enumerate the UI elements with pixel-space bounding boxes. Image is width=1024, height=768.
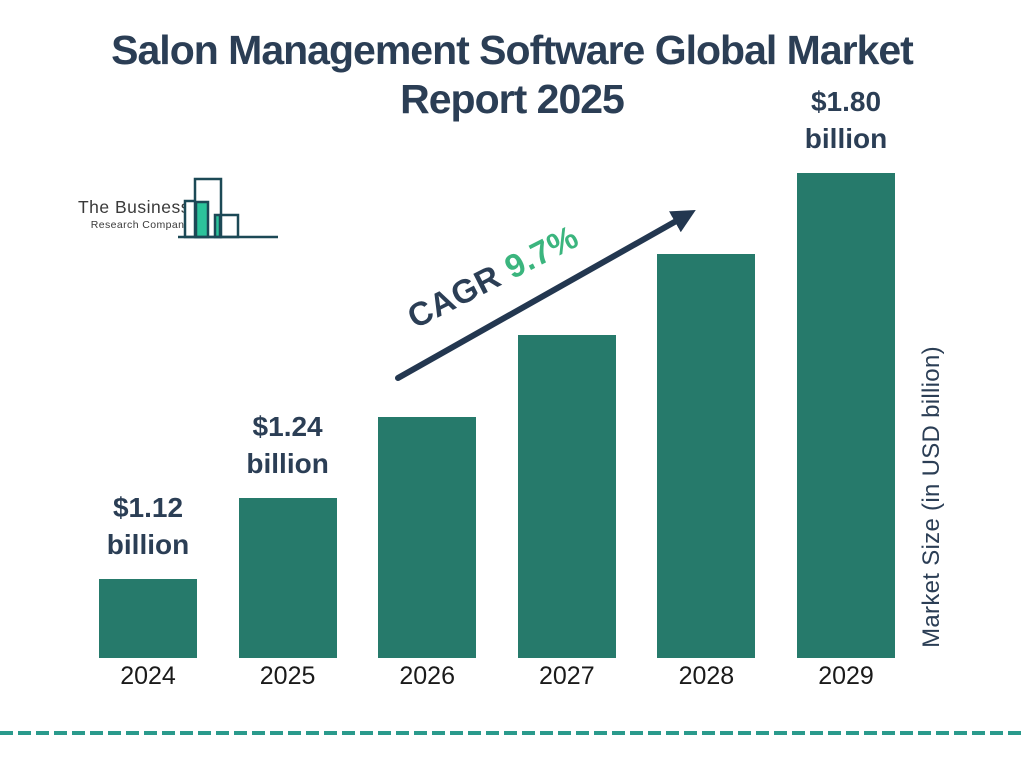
value-label-2024: $1.12 billion (58, 489, 238, 563)
year-label-2025: 2025 (259, 662, 316, 690)
year-label-2027: 2027 (538, 662, 595, 690)
y-axis-label: Market Size (in USD billion) (918, 346, 945, 648)
year-label-2024: 2024 (120, 662, 176, 690)
bar-2029 (797, 173, 895, 658)
year-label-2028: 2028 (678, 662, 735, 690)
value-label-amount: $1.12 (112, 492, 184, 523)
year-label-2026: 2026 (399, 662, 455, 690)
bar-2027 (517, 335, 616, 658)
bar-2028 (657, 254, 756, 658)
company-logo: The Business Research Company (68, 173, 283, 245)
value-label-unit: billion (246, 448, 329, 479)
value-label-amount: $1.24 (252, 411, 323, 442)
company-logo-text: The Business Research Company (68, 197, 190, 231)
year-label-2029: 2029 (818, 662, 874, 690)
bar-2024 (99, 579, 197, 658)
value-label-amount: $1.80 (810, 86, 882, 117)
bottom-dashed-divider (0, 731, 1024, 735)
chart-title-line-2: Report 2025 (400, 76, 625, 122)
bar-2025 (238, 498, 337, 658)
growth-arrow (395, 209, 696, 381)
bar-chart-logo-icon (178, 177, 278, 239)
logo-name-secondary: Research Company (90, 219, 190, 231)
value-label-2029: $1.80 billion (756, 83, 936, 157)
bar-2026 (378, 417, 477, 658)
value-label-unit: billion (106, 529, 190, 560)
value-label-unit: billion (804, 123, 888, 154)
chart-title: Salon Management Software Global Market … (0, 26, 1024, 124)
value-label-2025: $1.24 billion (198, 408, 378, 482)
logo-name-primary: The Business (77, 197, 190, 217)
chart-title-line-1: Salon Management Software Global Market (111, 27, 914, 73)
